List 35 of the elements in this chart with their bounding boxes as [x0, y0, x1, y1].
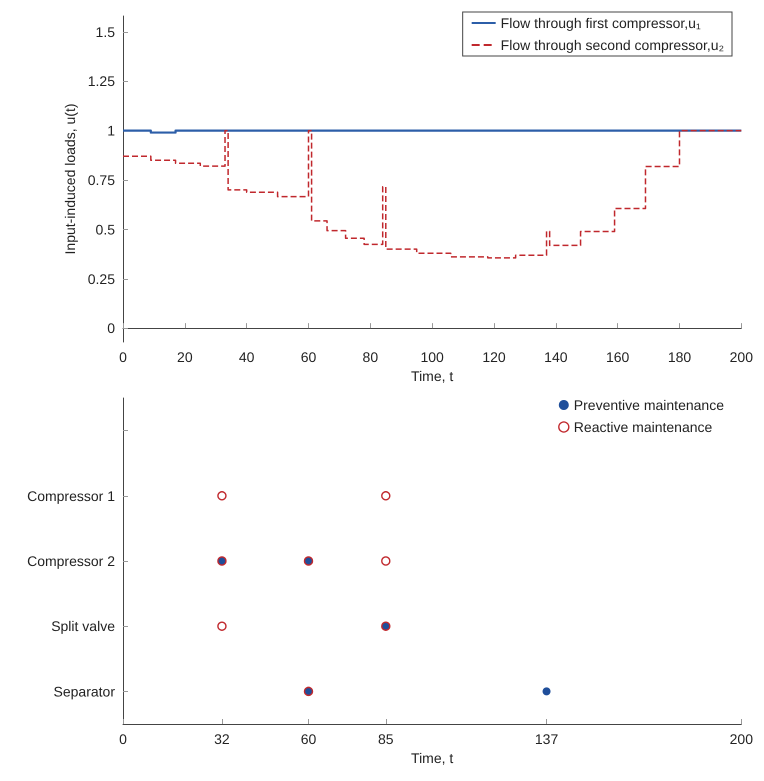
x-tick-label: 60 [300, 731, 316, 747]
y-tick-label: 1 [107, 122, 116, 139]
x-tick-label: 0 [119, 731, 128, 747]
y-tick-label: 0.75 [88, 172, 116, 188]
x-tick-label: 137 [534, 731, 558, 747]
x-tick-label: 160 [606, 349, 630, 365]
x-tick-label: 85 [378, 731, 394, 747]
x-tick-label: 140 [544, 349, 568, 365]
x-axis-title: Time, t [411, 750, 454, 766]
y-tick-label: 0.25 [88, 270, 116, 287]
y-tick-label: Separator [54, 683, 116, 700]
x-tick-label: 0 [119, 349, 128, 365]
legend-label: Flow through second compressor,u₂ [500, 37, 724, 53]
y-tick-label: Split valve [51, 618, 116, 634]
y-tick-label: 0 [107, 320, 116, 336]
y-tick-label: Compressor 1 [27, 488, 116, 504]
legend-label: Preventive maintenance [574, 397, 724, 413]
legend-label: Flow through first compressor,u₁ [500, 15, 701, 31]
x-tick-label: 20 [177, 349, 193, 365]
x-tick-label: 32 [214, 731, 230, 747]
legend-label: Reactive maintenance [574, 419, 713, 435]
x-tick-label: 180 [668, 349, 692, 365]
y-tick-label: 0.5 [96, 221, 116, 238]
x-axis-title: Time, t [411, 368, 454, 384]
y-tick-label: 1.25 [88, 73, 116, 90]
x-tick-label: 200 [730, 349, 754, 365]
x-tick-label: 60 [300, 349, 316, 365]
x-tick-label: 120 [482, 349, 506, 365]
y-tick-label: 1.5 [96, 24, 116, 40]
y-axis-title: Input-induced loads, u(t) [62, 104, 78, 254]
x-tick-label: 200 [730, 731, 754, 747]
x-tick-label: 80 [362, 349, 378, 365]
x-tick-label: 100 [420, 349, 444, 365]
x-tick-label: 40 [238, 349, 255, 365]
y-tick-label: Compressor 2 [27, 553, 116, 569]
